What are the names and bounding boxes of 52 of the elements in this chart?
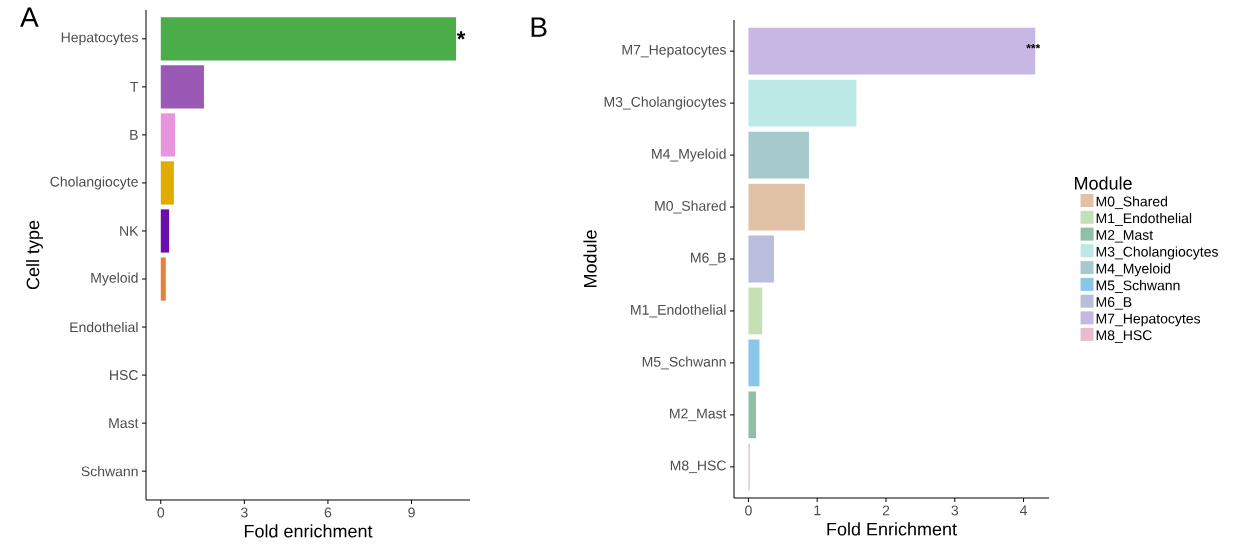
legend-label: M8_HSC [1096, 330, 1152, 343]
bar [160, 257, 166, 301]
x-axis-title: Fold enrichment [244, 524, 373, 538]
legend-label: M4_Myeloid [1096, 263, 1171, 277]
legend-label: M1_Endothelial [1096, 212, 1192, 226]
x-tick-label: 9 [408, 507, 415, 518]
y-tick-label: M6_B [691, 252, 726, 266]
x-tick-label: 2 [882, 505, 890, 516]
y-tick-label: Hepatocytes [61, 32, 138, 46]
x-axis-title: Fold Enrichment [827, 522, 957, 536]
legend-label: M6_B [1096, 297, 1132, 310]
legend-label: M0_Shared [1096, 196, 1168, 210]
y-tick-label: M3_Cholangiocytes [604, 96, 726, 110]
legend-label: M2_Mast [1096, 229, 1154, 243]
y-tick-label: M0_Shared [655, 200, 726, 214]
bar [160, 113, 175, 157]
bar [160, 209, 170, 253]
legend-label: M3_Cholangiocytes [1096, 246, 1218, 260]
y-tick-label: Cholangiocyte [50, 176, 138, 190]
y-tick-label: M2_Mast [670, 408, 727, 422]
y-tick-label: Mast [109, 418, 139, 429]
legend-label: M7_Hepatocytes [1096, 313, 1201, 327]
legend-label: M5_Schwann [1096, 280, 1180, 293]
x-tick-label: 1 [814, 505, 821, 516]
y-tick-label: Myeloid [91, 272, 138, 286]
y-tick-label: Schwann [81, 466, 138, 477]
x-tick-label: 3 [240, 507, 248, 518]
y-tick-label: M7_Hepatocytes [622, 44, 726, 58]
y-tick-label: M5_Schwann [642, 356, 726, 370]
chart-title: B [531, 17, 547, 37]
y-axis-title: Module [583, 230, 597, 288]
bar [160, 17, 457, 61]
y-tick-label: Endothelial [70, 321, 138, 333]
x-tick-label: 0 [157, 507, 165, 518]
bar [160, 161, 174, 205]
y-tick-label: M1_Endothelial [631, 304, 726, 318]
legend-title: Module [1075, 176, 1132, 190]
x-tick-label: 3 [951, 505, 959, 516]
y-tick-label: M4_Myeloid [652, 148, 726, 162]
bar [160, 65, 204, 109]
y-tick-label: T [130, 82, 139, 92]
chart-title: A [20, 7, 39, 27]
y-tick-label: HSC [110, 370, 138, 381]
y-tick-label: NK [120, 226, 139, 236]
x-tick-label: 4 [1019, 505, 1028, 516]
annotation: *** [1026, 44, 1041, 49]
x-tick-label: 0 [745, 505, 752, 516]
y-tick-label: M8_HSC [670, 460, 726, 474]
y-axis-title: Cell type [26, 220, 43, 290]
annotation: * [456, 31, 466, 40]
x-tick-label: 6 [324, 507, 332, 518]
y-tick-label: B [130, 130, 138, 140]
